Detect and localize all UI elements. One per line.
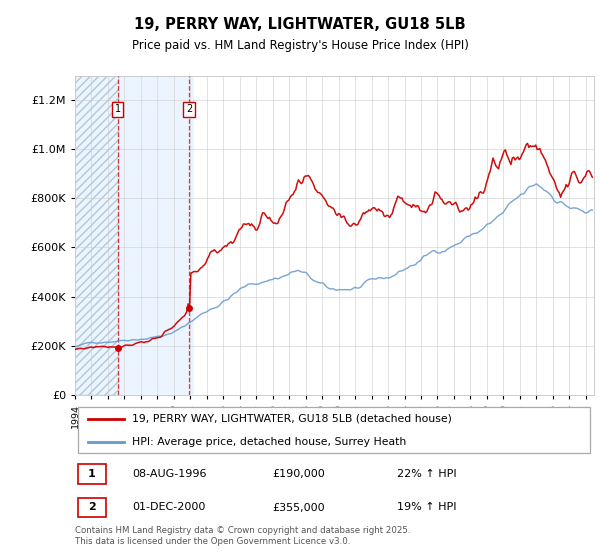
Text: 19% ↑ HPI: 19% ↑ HPI [397, 502, 456, 512]
Text: 1: 1 [115, 104, 121, 114]
Text: £355,000: £355,000 [272, 502, 325, 512]
Text: Contains HM Land Registry data © Crown copyright and database right 2025.
This d: Contains HM Land Registry data © Crown c… [75, 526, 410, 546]
FancyBboxPatch shape [77, 464, 106, 484]
Text: 01-DEC-2000: 01-DEC-2000 [132, 502, 205, 512]
Text: 2: 2 [88, 502, 96, 512]
Text: 19, PERRY WAY, LIGHTWATER, GU18 5LB (detached house): 19, PERRY WAY, LIGHTWATER, GU18 5LB (det… [132, 414, 452, 424]
Text: 08-AUG-1996: 08-AUG-1996 [132, 469, 206, 479]
Text: 2: 2 [186, 104, 192, 114]
FancyBboxPatch shape [77, 498, 106, 517]
Text: 22% ↑ HPI: 22% ↑ HPI [397, 469, 457, 479]
Text: HPI: Average price, detached house, Surrey Heath: HPI: Average price, detached house, Surr… [132, 437, 406, 447]
Text: £190,000: £190,000 [272, 469, 325, 479]
Bar [75, 76, 194, 395]
Bar [75, 76, 119, 395]
FancyBboxPatch shape [77, 408, 590, 452]
Text: 1: 1 [88, 469, 96, 479]
Text: Price paid vs. HM Land Registry's House Price Index (HPI): Price paid vs. HM Land Registry's House … [131, 39, 469, 52]
Text: 19, PERRY WAY, LIGHTWATER, GU18 5LB: 19, PERRY WAY, LIGHTWATER, GU18 5LB [134, 17, 466, 32]
